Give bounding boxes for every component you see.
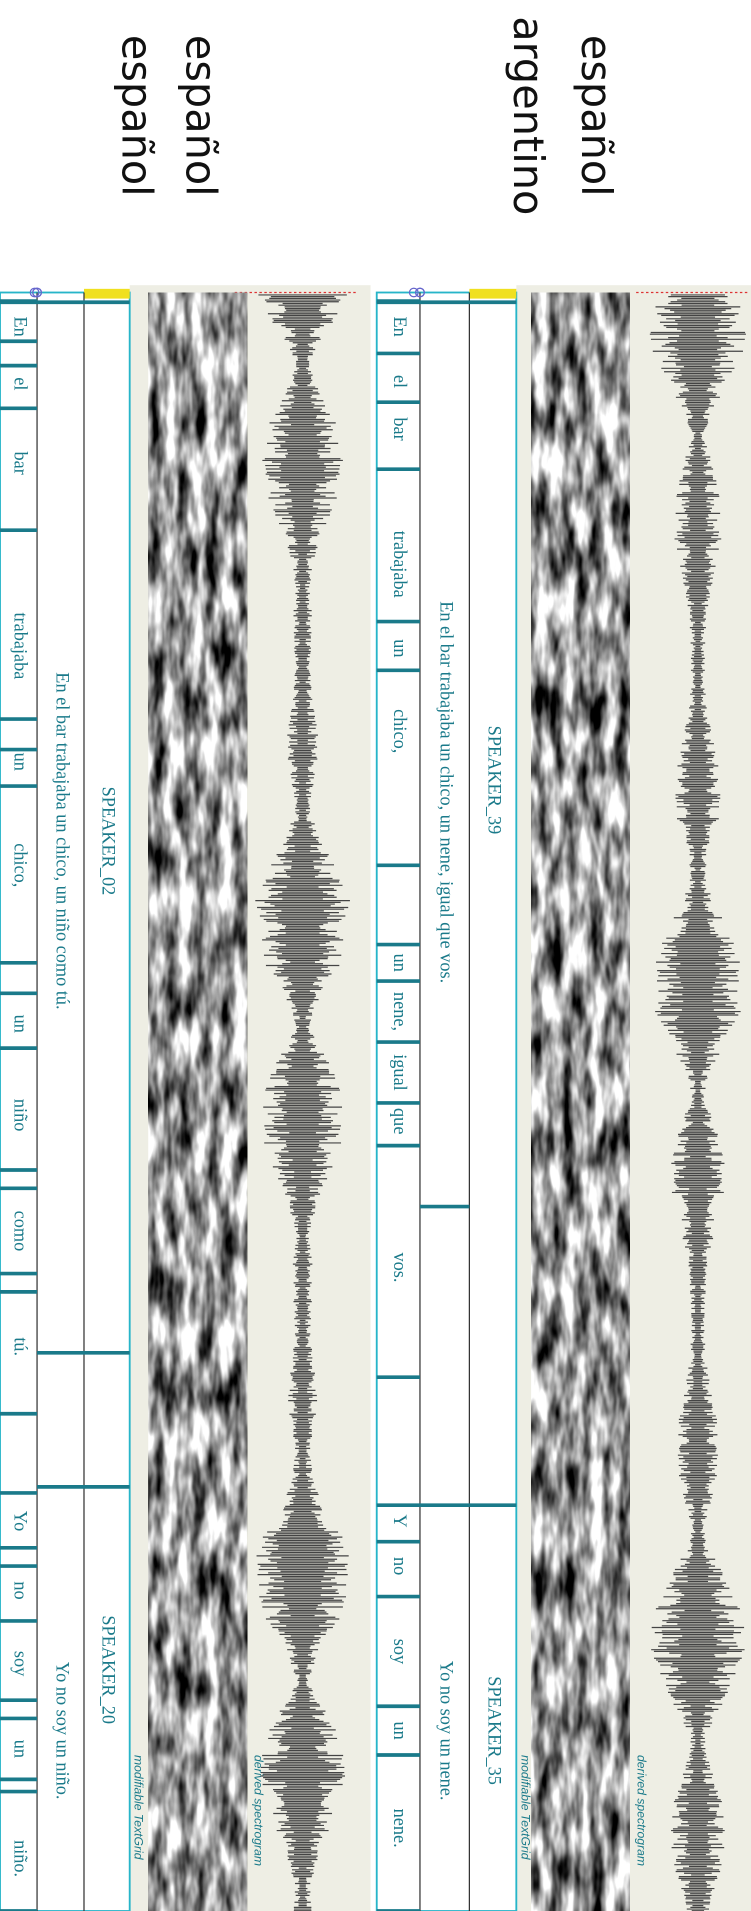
- word-label: trabajaba: [10, 612, 30, 679]
- praat-panel: derived spectrogram modifiable TextGrid: [375, 285, 751, 1911]
- word-label: En: [390, 316, 410, 336]
- tier-highlight: [83, 288, 130, 299]
- textgrid-label: modifiable TextGrid: [132, 1755, 146, 1861]
- word-label: nene.: [390, 1809, 410, 1848]
- word-label: que: [390, 1108, 410, 1134]
- word-label: bar: [390, 417, 410, 440]
- word-label: como: [10, 1211, 30, 1252]
- spectrogram-label: derived spectrogram: [634, 1755, 648, 1866]
- cursor-marker: [29, 287, 40, 298]
- language-label: argentino: [504, 16, 553, 215]
- speaker-label: SPEAKER_35: [485, 1676, 505, 1785]
- textgrid: [0, 291, 131, 1911]
- sentence-label: Yo no soy un niño.: [52, 1662, 72, 1800]
- sentence-label: Yo no soy un nene.: [436, 1661, 456, 1801]
- word-label: chico,: [10, 843, 30, 887]
- speaker-label: SPEAKER_39: [485, 726, 505, 835]
- word-label: un: [390, 1721, 410, 1739]
- language-label: español: [112, 35, 161, 197]
- language-label: español: [176, 35, 225, 197]
- waveform: [255, 294, 350, 1911]
- sentence-label: En el bar trabajaba un chico, un nene, i…: [436, 601, 456, 983]
- word-label: un: [10, 1015, 30, 1033]
- cursor-marker: [32, 287, 42, 298]
- sentence-label: En el bar trabajaba un chico, un niño co…: [52, 672, 72, 1009]
- word-label: igual: [390, 1054, 410, 1091]
- word-label: soy: [10, 1651, 30, 1677]
- speaker-label: SPEAKER_02: [99, 787, 119, 896]
- word-label: trabajaba: [390, 531, 410, 598]
- spectrogram-texture: [148, 292, 248, 1911]
- word-label: no: [10, 1581, 30, 1599]
- word-label: En: [10, 316, 30, 336]
- word-label: un: [390, 639, 410, 657]
- word-label: soy: [390, 1639, 410, 1665]
- spectrogram-texture: [531, 292, 630, 1911]
- waveform: [649, 294, 746, 1911]
- word-label: nene,: [390, 992, 410, 1031]
- word-label: tú.: [10, 1337, 30, 1356]
- praat-panel: derived spectrogram modifiable TextGrid: [0, 285, 371, 1911]
- word-label: Y: [390, 1514, 410, 1527]
- word-label: no: [390, 1557, 410, 1575]
- word-label: vos.: [390, 1253, 410, 1283]
- spectrogram-label: derived spectrogram: [251, 1755, 265, 1866]
- word-label: bar: [10, 451, 30, 474]
- word-label: un: [10, 1740, 30, 1758]
- word-label: niño: [10, 1099, 30, 1131]
- word-label: un: [390, 954, 410, 972]
- word-label: niño.: [10, 1840, 30, 1877]
- word-label: el: [390, 375, 410, 388]
- textgrid-label: modifiable TextGrid: [518, 1755, 532, 1861]
- language-label: español: [572, 35, 621, 197]
- tier-highlight: [469, 288, 517, 299]
- cursor-marker: [415, 287, 425, 298]
- cursor-marker: [408, 287, 419, 298]
- speaker-label: SPEAKER_20: [99, 1615, 119, 1724]
- word-label: un: [10, 753, 30, 771]
- word-label: Yo: [10, 1511, 30, 1532]
- word-label: chico,: [390, 709, 410, 753]
- word-label: el: [10, 377, 30, 390]
